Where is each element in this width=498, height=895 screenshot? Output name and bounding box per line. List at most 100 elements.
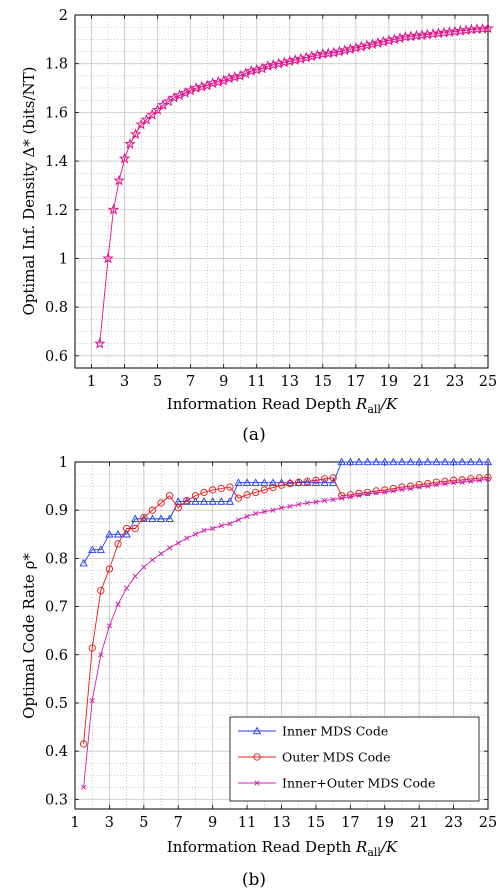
- data-point: [397, 457, 407, 466]
- data-point: [296, 501, 302, 508]
- data-point: [354, 457, 364, 466]
- data-point: [483, 457, 493, 466]
- data-point: [475, 457, 484, 466]
- data-point: [312, 476, 320, 484]
- data-point: [148, 506, 157, 514]
- data-point: [460, 24, 472, 36]
- x-tick-label: 7: [186, 374, 195, 390]
- series-line: [83, 461, 488, 564]
- data-point: [124, 137, 136, 149]
- data-point: [432, 478, 441, 486]
- data-point: [260, 486, 268, 494]
- x-tick-label: 17: [347, 374, 365, 390]
- data-point: [132, 573, 138, 579]
- x-axis-label-b-main: Information Read Depth: [167, 838, 356, 856]
- data-point: [454, 24, 467, 36]
- x-axis-label-b-sub: all: [367, 846, 381, 859]
- data-point: [79, 558, 88, 567]
- data-point: [106, 623, 113, 629]
- data-point: [433, 482, 439, 488]
- data-point: [286, 480, 294, 488]
- data-point: [131, 524, 139, 533]
- legend-marker: [252, 726, 262, 735]
- data-point: [89, 697, 95, 704]
- data-point: [311, 478, 321, 486]
- data-point: [432, 27, 445, 39]
- data-point: [458, 457, 467, 466]
- x-tick-label: 13: [281, 374, 299, 390]
- x-tick-label: 11: [247, 374, 265, 390]
- ticks-b: 1 3 5 7 9 11 13 15 17 19 21 23 250.30.40.50.60.70.80…: [45, 455, 497, 831]
- series-inner-mds-code: [79, 457, 493, 567]
- data-point: [416, 29, 428, 41]
- series-outer-mds-code: [79, 473, 492, 748]
- data-point: [320, 475, 329, 483]
- data-point: [131, 514, 140, 523]
- y-tick-label: 0.6: [45, 648, 68, 664]
- data-point: [94, 337, 106, 349]
- x-tick-label: 11: [238, 815, 256, 831]
- data-point: [157, 499, 165, 507]
- y-tick-label: 0.6: [45, 349, 68, 365]
- data-point: [380, 457, 389, 466]
- data-point: [209, 486, 217, 494]
- data-point: [372, 487, 380, 495]
- x-tick-label: 25: [479, 374, 497, 390]
- data-point: [320, 478, 329, 486]
- data-point: [158, 550, 164, 557]
- data-point: [165, 492, 174, 500]
- data-point: [217, 497, 226, 505]
- data-point: [113, 174, 125, 186]
- data-point: [421, 28, 434, 40]
- axes-a-frame: [74, 14, 489, 369]
- data-point: [438, 26, 450, 38]
- data-point: [389, 484, 398, 493]
- data-point: [174, 504, 182, 512]
- legend-entry-label: Outer MDS Code: [282, 750, 391, 765]
- caption-b: (b): [242, 870, 266, 890]
- x-tick-label: 21: [413, 374, 431, 390]
- data-point: [406, 457, 415, 466]
- data-point: [210, 525, 216, 532]
- data-point: [270, 507, 276, 513]
- data-point: [124, 585, 130, 591]
- x-tick-label: 3: [105, 815, 114, 831]
- data-point: [407, 485, 414, 492]
- data-point: [175, 540, 181, 546]
- data-point: [141, 564, 147, 570]
- y-tick-label: 0.8: [45, 300, 68, 316]
- data-point: [424, 480, 432, 488]
- x-tick-label: 5: [153, 374, 162, 390]
- data-point: [450, 480, 457, 486]
- legend-marker: [254, 780, 260, 786]
- data-point: [468, 478, 474, 484]
- data-point: [338, 492, 346, 500]
- y-tick-label: 0.9: [45, 503, 68, 519]
- y-tick-label: 1.2: [45, 203, 68, 219]
- panel-a: 1 3 5 7 9 11 13 15 17 19 21 23 250.60.811.21.41.61.8…: [20, 8, 497, 445]
- series-a: [94, 22, 494, 349]
- data-point: [389, 457, 398, 466]
- data-point: [192, 531, 199, 537]
- data-point: [191, 492, 200, 500]
- data-point: [399, 30, 412, 42]
- data-point: [399, 486, 405, 493]
- data-point: [476, 22, 489, 34]
- data-point: [261, 509, 267, 515]
- y-tick-label: 1: [59, 251, 68, 267]
- y-tick-label: 2: [59, 8, 68, 24]
- data-point: [244, 513, 250, 520]
- data-point: [467, 475, 475, 483]
- data-point: [114, 540, 122, 548]
- data-point: [208, 497, 217, 505]
- legend-marker: [253, 753, 261, 761]
- x-axis-label-b-tail: /K: [379, 838, 398, 856]
- data-point: [234, 494, 243, 502]
- data-point: [406, 482, 415, 490]
- data-point: [113, 529, 123, 538]
- data-point: [329, 474, 337, 482]
- data-point: [252, 488, 260, 497]
- data-point: [277, 481, 286, 489]
- data-point: [183, 496, 191, 505]
- data-point: [184, 535, 190, 541]
